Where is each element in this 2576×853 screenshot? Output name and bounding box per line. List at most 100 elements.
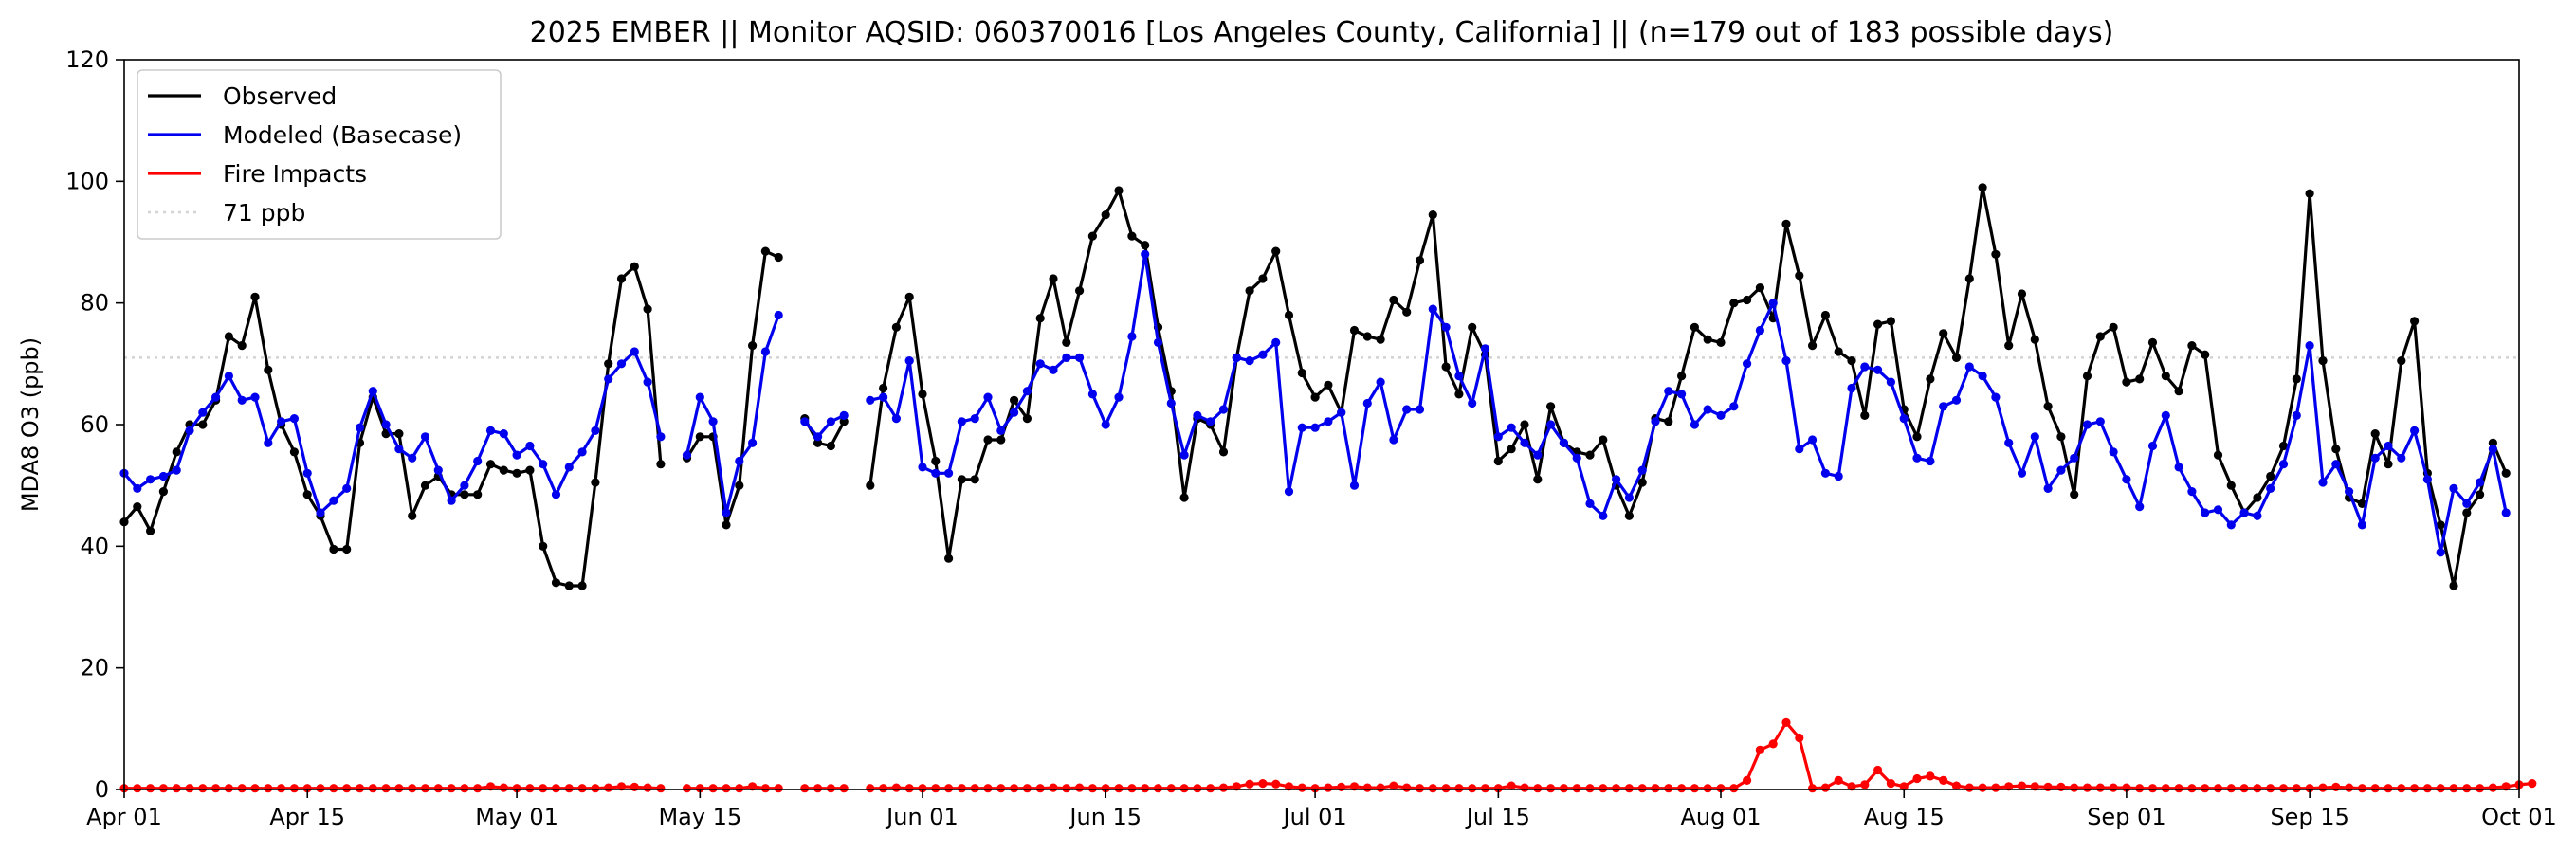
data-point	[1493, 784, 1503, 793]
data-point	[1245, 356, 1254, 366]
data-point	[1624, 511, 1634, 520]
data-point	[1939, 329, 1948, 338]
data-point	[2174, 784, 2183, 793]
data-point	[1951, 353, 1962, 362]
data-point	[1559, 784, 1568, 793]
data-point	[2266, 784, 2275, 793]
data-point	[1860, 410, 1870, 420]
data-point	[2043, 483, 2053, 493]
data-point	[277, 417, 286, 426]
data-point	[2476, 478, 2485, 487]
data-point	[1781, 717, 1791, 728]
data-point	[1075, 286, 1085, 296]
data-point	[2043, 402, 2053, 411]
x-tick-label: Jul 15	[1465, 804, 1530, 830]
data-point	[1873, 765, 1883, 775]
data-point	[1926, 771, 1935, 781]
data-point	[499, 429, 508, 439]
data-point	[1049, 783, 1058, 792]
y-tick-label: 0	[95, 776, 109, 803]
series-line-segment	[868, 186, 2508, 588]
data-point	[264, 365, 273, 374]
data-point	[1062, 784, 1071, 793]
data-point	[2476, 784, 2485, 793]
data-point	[224, 332, 233, 341]
data-point	[1454, 784, 1464, 793]
data-point	[2357, 499, 2366, 509]
data-point	[2017, 781, 2027, 790]
data-point	[512, 784, 521, 793]
data-point	[1324, 783, 1333, 792]
data-point	[1834, 347, 1843, 356]
data-point	[2147, 441, 2158, 451]
data-point	[957, 475, 967, 484]
data-point	[1454, 372, 1464, 381]
data-point	[1127, 784, 1137, 793]
data-point	[891, 322, 902, 332]
data-point	[1349, 782, 1360, 791]
data-point	[1310, 784, 1320, 793]
data-point	[1179, 493, 1189, 502]
data-point	[2436, 784, 2445, 793]
data-point	[996, 435, 1006, 445]
data-point	[1468, 398, 1477, 408]
data-point	[146, 475, 155, 484]
data-point	[2056, 432, 2066, 442]
data-point	[1166, 784, 1176, 793]
data-point	[2266, 483, 2275, 493]
data-point	[1010, 784, 1019, 793]
data-point	[1546, 784, 1556, 793]
data-point	[800, 784, 810, 793]
data-point	[970, 475, 979, 484]
data-point	[2384, 460, 2393, 469]
data-point	[1087, 390, 1097, 399]
data-point	[2357, 784, 2366, 793]
data-point	[381, 420, 391, 429]
data-point	[158, 487, 168, 497]
data-point	[1428, 784, 1437, 793]
data-point	[2201, 350, 2210, 359]
data-point	[355, 423, 365, 432]
data-point	[2226, 481, 2236, 490]
y-tick-label: 60	[80, 411, 109, 438]
data-point	[289, 447, 299, 457]
y-tick-label: 80	[80, 290, 109, 317]
data-point	[316, 784, 325, 793]
data-point	[2462, 784, 2472, 793]
legend-label: Modeled (Basecase)	[223, 121, 462, 149]
y-tick-label: 40	[80, 533, 109, 559]
y-tick-label: 100	[65, 168, 109, 194]
data-point	[1585, 499, 1595, 509]
data-point	[1480, 344, 1490, 354]
data-point	[774, 784, 783, 793]
data-point	[1585, 450, 1595, 460]
data-point	[1218, 783, 1229, 792]
data-point	[1572, 453, 1581, 463]
data-point	[512, 450, 521, 460]
data-point	[1428, 304, 1437, 314]
data-point	[2070, 490, 2079, 499]
data-point	[1297, 368, 1306, 378]
data-point	[957, 784, 967, 793]
data-point	[1520, 438, 1529, 447]
series-layer	[119, 183, 2537, 793]
data-point	[1585, 784, 1595, 793]
data-point	[708, 784, 718, 793]
data-point	[656, 460, 666, 469]
legend-label: Fire Impacts	[223, 160, 367, 188]
data-point	[1729, 784, 1739, 793]
data-point	[1075, 783, 1085, 792]
data-point	[2161, 410, 2170, 420]
data-point	[237, 395, 247, 405]
data-point	[1624, 493, 1634, 502]
data-point	[460, 481, 469, 490]
data-point	[1743, 775, 1752, 786]
data-point	[722, 784, 731, 793]
data-point	[2501, 468, 2511, 478]
data-point	[1415, 256, 1425, 265]
data-point	[2278, 784, 2289, 793]
data-point	[198, 420, 208, 429]
data-point	[277, 784, 286, 793]
data-point	[1271, 337, 1281, 347]
x-tick-label: Jun 15	[1068, 804, 1142, 830]
